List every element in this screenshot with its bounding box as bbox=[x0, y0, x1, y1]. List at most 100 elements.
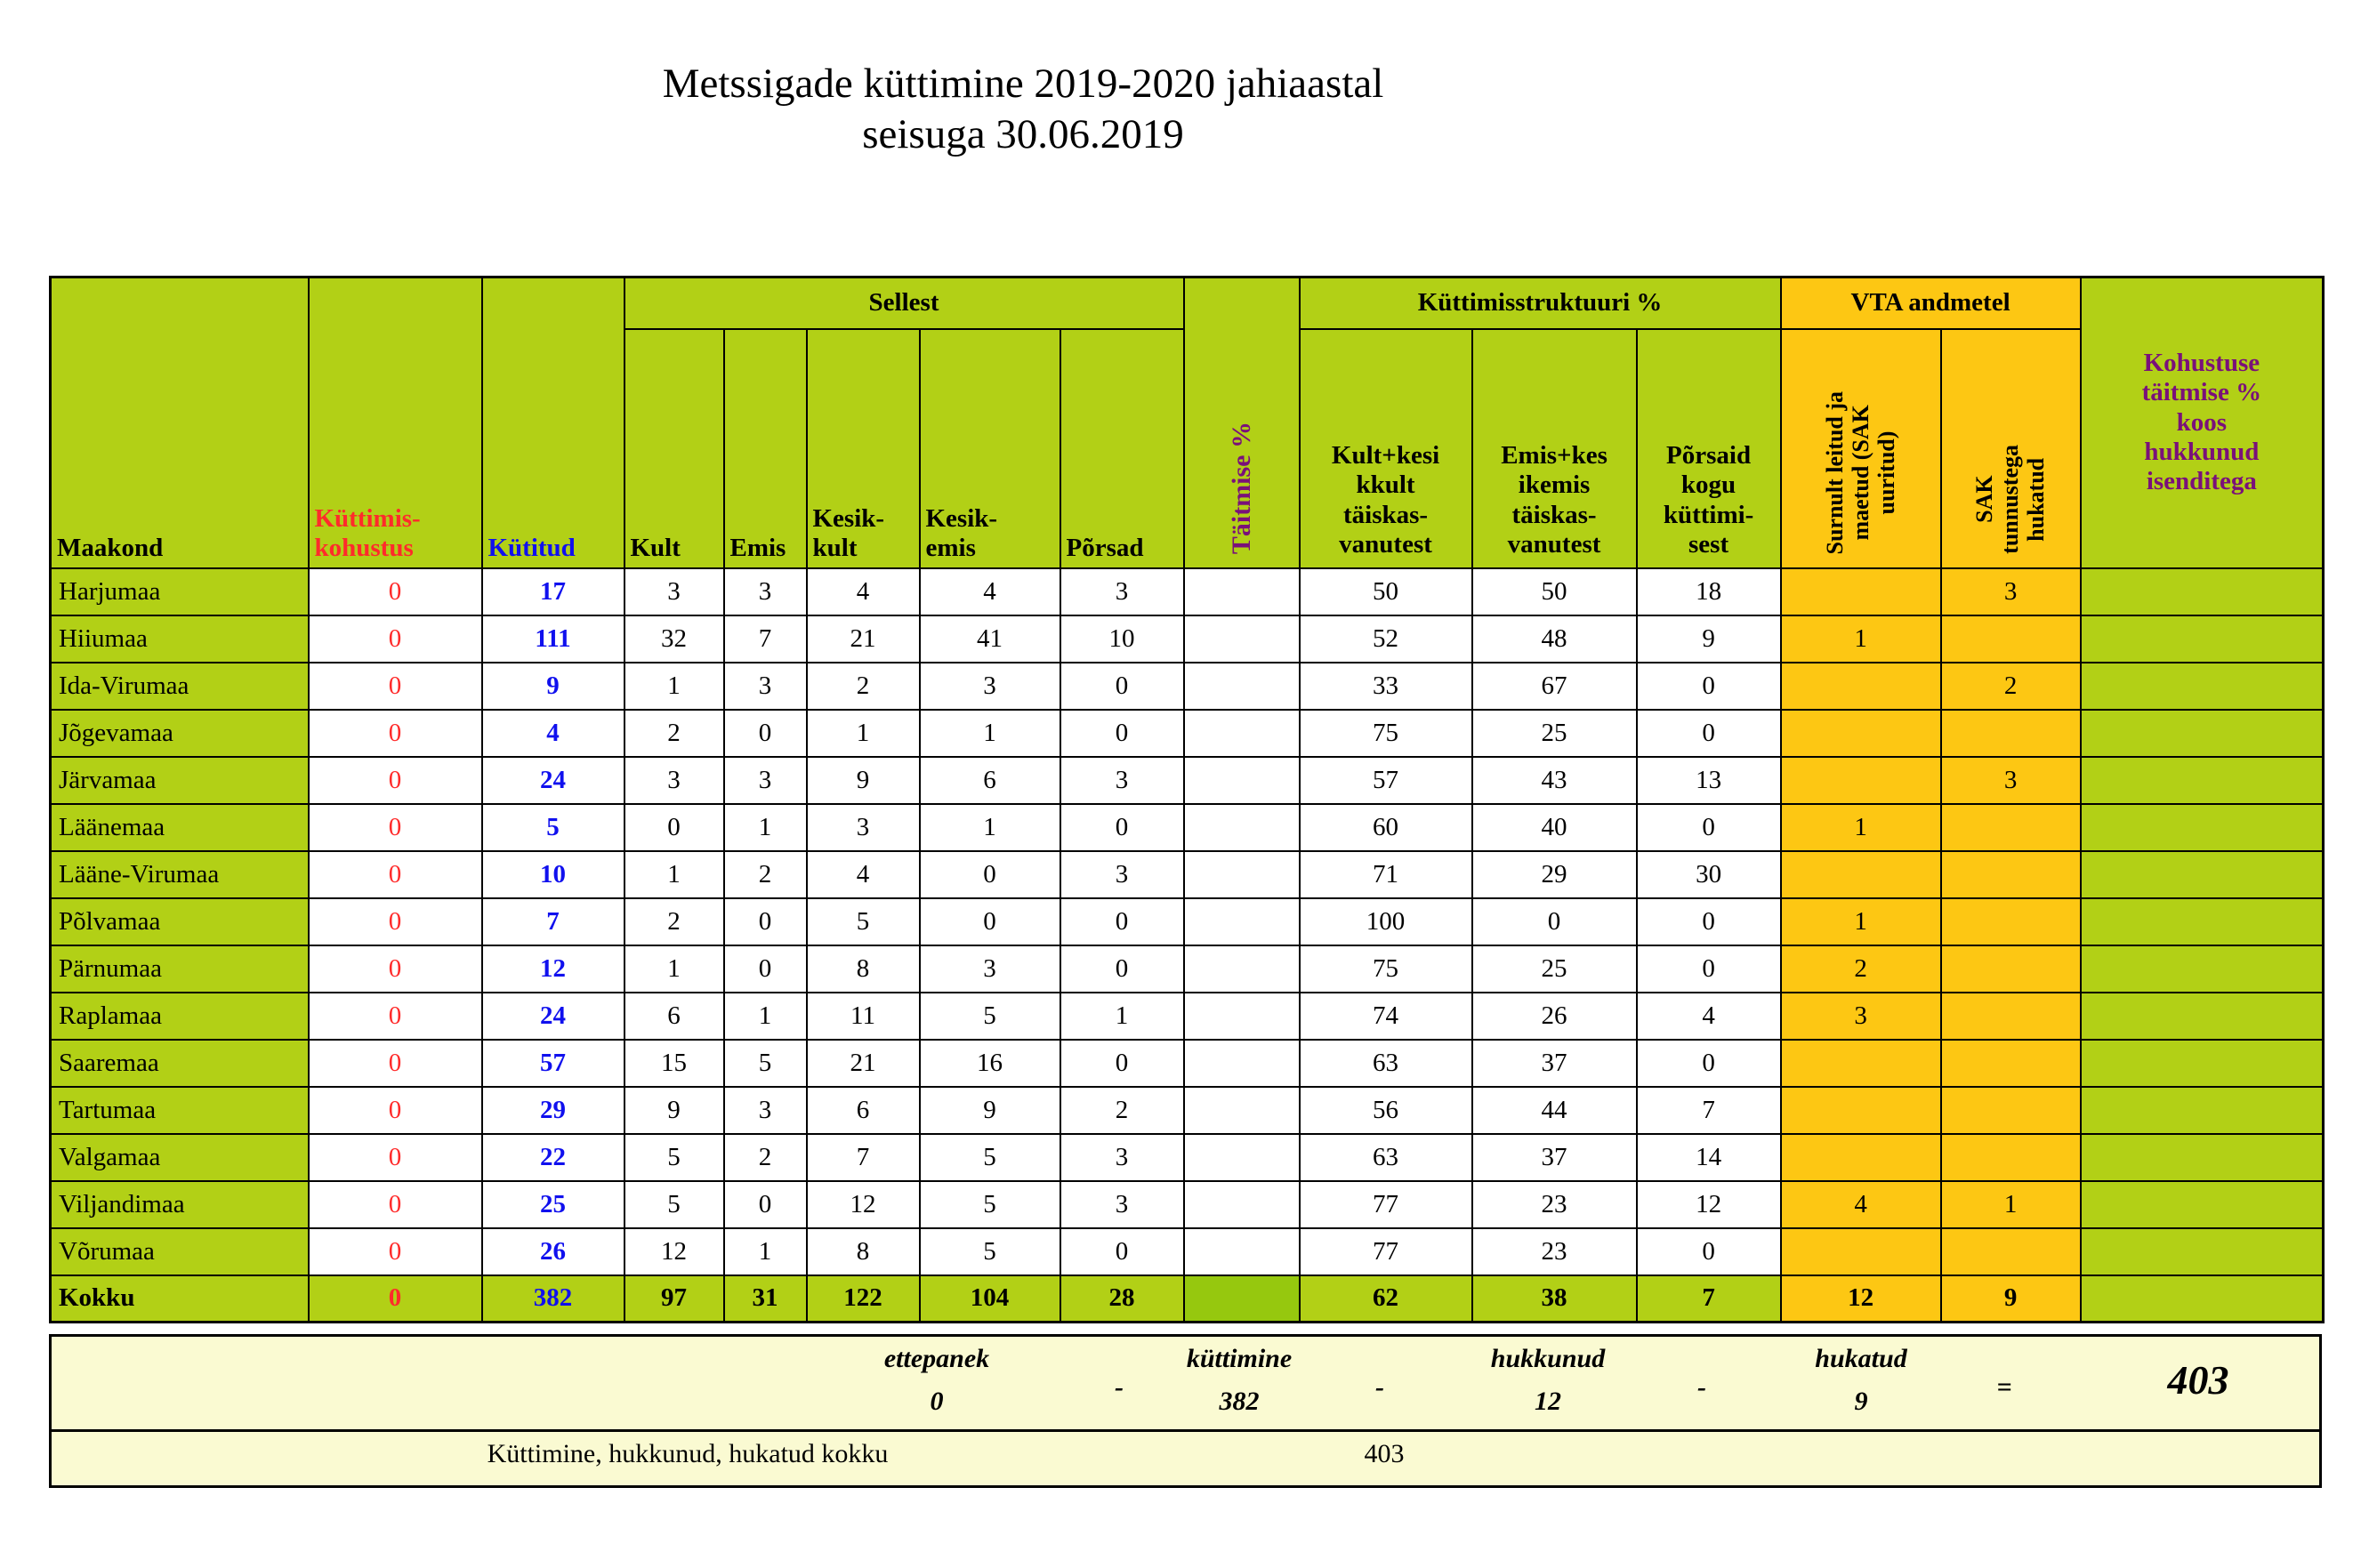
cell-porsaid-pct: 4 bbox=[1635, 991, 1782, 1041]
cell-maakond: Järvamaa bbox=[49, 755, 310, 805]
taitmise-rotated-label: Täitmise % bbox=[1226, 422, 1256, 555]
cell-kuttimiskohustus: 0 bbox=[307, 708, 483, 758]
cell-porsad: 0 bbox=[1059, 1038, 1185, 1088]
cell-emis: 0 bbox=[722, 708, 808, 758]
cell-maakond: Lääne-Virumaa bbox=[49, 849, 310, 899]
cell-porsad: 3 bbox=[1059, 567, 1185, 616]
cell-kult: 1 bbox=[623, 661, 725, 711]
cell-maakond: Raplamaa bbox=[49, 991, 310, 1041]
cell-kutitud: 10 bbox=[480, 849, 625, 899]
cell-kult: 3 bbox=[623, 567, 725, 616]
cell-emis-kesikemis-pct: 67 bbox=[1471, 661, 1638, 711]
cell-surnult-leitud bbox=[1779, 1226, 1942, 1276]
cell-emis-kesikemis-pct: 44 bbox=[1471, 1085, 1638, 1135]
cell-emis: 3 bbox=[722, 755, 808, 805]
cell-kult-kesikkult-pct: 52 bbox=[1298, 614, 1473, 663]
summary-calculation-box: ettepanek 0 - küttimine 382 - hukkunud 1… bbox=[49, 1334, 2322, 1432]
cell-emis: 0 bbox=[722, 944, 808, 993]
cell-kesik-kult: 11 bbox=[805, 991, 921, 1041]
cell-kutitud: 22 bbox=[480, 1132, 625, 1182]
cell-kuttimiskohustus: 0 bbox=[307, 661, 483, 711]
cell-emis-kesikemis-pct: 23 bbox=[1471, 1226, 1638, 1276]
cell-porsaid-pct: 7 bbox=[1635, 1274, 1782, 1323]
cell-maakond: Kokku bbox=[49, 1274, 310, 1323]
cell-kesik-emis: 16 bbox=[918, 1038, 1061, 1088]
cell-emis-kesikemis-pct: 43 bbox=[1471, 755, 1638, 805]
header-group-kuttimisstruktuur: Küttimisstruktuuri % bbox=[1298, 276, 1782, 330]
sak-hukatud-rotated-label: SAK tunnustega hukatud bbox=[1971, 445, 2050, 555]
cell-porsad: 0 bbox=[1059, 708, 1185, 758]
summary-label-ettepanek: ettepanek bbox=[883, 1344, 990, 1373]
cell-maakond: Pärnumaa bbox=[49, 944, 310, 993]
cell-kohustuse-taitmise bbox=[2079, 1274, 2325, 1323]
cell-emis-kesikemis-pct: 23 bbox=[1471, 1179, 1638, 1229]
cell-kohustuse-taitmise bbox=[2079, 1132, 2325, 1182]
cell-kult: 5 bbox=[623, 1179, 725, 1229]
cell-kult-kesikkult-pct: 63 bbox=[1298, 1038, 1473, 1088]
cell-porsad: 2 bbox=[1059, 1085, 1185, 1135]
cell-emis-kesikemis-pct: 0 bbox=[1471, 897, 1638, 946]
cell-kult-kesikkult-pct: 57 bbox=[1298, 755, 1473, 805]
cell-kuttimiskohustus: 0 bbox=[307, 567, 483, 616]
cell-kohustuse-taitmise bbox=[2079, 1085, 2325, 1135]
cell-kutitud: 111 bbox=[480, 614, 625, 663]
table-row: Valgamaa 0 22 5 2 7 5 3 63 37 14 bbox=[49, 1132, 2325, 1182]
cell-maakond: Viljandimaa bbox=[49, 1179, 310, 1229]
cell-kesik-kult: 6 bbox=[805, 1085, 921, 1135]
table-row: Jõgevamaa 0 4 2 0 1 1 0 75 25 0 bbox=[49, 708, 2325, 758]
cell-kuttimiskohustus: 0 bbox=[307, 1038, 483, 1088]
cell-taitmise-pct bbox=[1182, 897, 1301, 946]
header-surnult-leitud: Surnult leitud ja maetud (SAK uuritud) bbox=[1779, 327, 1942, 569]
cell-kuttimiskohustus: 0 bbox=[307, 1226, 483, 1276]
cell-kesik-kult: 5 bbox=[805, 897, 921, 946]
table-row-total: Kokku 0 382 97 31 122 104 28 62 38 7 12 9 bbox=[49, 1274, 2325, 1323]
cell-kuttimiskohustus: 0 bbox=[307, 897, 483, 946]
cell-surnult-leitud: 1 bbox=[1779, 614, 1942, 663]
cell-kesik-emis: 3 bbox=[918, 661, 1061, 711]
cell-maakond: Valgamaa bbox=[49, 1132, 310, 1182]
minus-sign: - bbox=[1375, 1372, 1384, 1402]
cell-taitmise-pct bbox=[1182, 1226, 1301, 1276]
cell-surnult-leitud: 3 bbox=[1779, 991, 1942, 1041]
cell-porsaid-pct: 7 bbox=[1635, 1085, 1782, 1135]
cell-kutitud: 4 bbox=[480, 708, 625, 758]
cell-kesik-kult: 8 bbox=[805, 944, 921, 993]
cell-kult: 5 bbox=[623, 1132, 725, 1182]
cell-kult-kesikkult-pct: 50 bbox=[1298, 567, 1473, 616]
cell-kesik-kult: 4 bbox=[805, 567, 921, 616]
cell-porsaid-pct: 0 bbox=[1635, 1226, 1782, 1276]
table-row: Võrumaa 0 26 12 1 8 5 0 77 23 0 bbox=[49, 1226, 2325, 1276]
cell-porsaid-pct: 0 bbox=[1635, 708, 1782, 758]
cell-kult: 9 bbox=[623, 1085, 725, 1135]
cell-porsad: 0 bbox=[1059, 1226, 1185, 1276]
cell-maakond: Võrumaa bbox=[49, 1226, 310, 1276]
table-row: Viljandimaa 0 25 5 0 12 5 3 77 23 12 4 1 bbox=[49, 1179, 2325, 1229]
table-row: Pärnumaa 0 12 1 0 8 3 0 75 25 0 2 bbox=[49, 944, 2325, 993]
cell-sak-hukatud bbox=[1939, 1085, 2082, 1135]
cell-kult: 3 bbox=[623, 755, 725, 805]
summary-value-hukatud: 9 bbox=[1854, 1387, 1868, 1416]
cell-taitmise-pct bbox=[1182, 755, 1301, 805]
cell-maakond: Tartumaa bbox=[49, 1085, 310, 1135]
cell-taitmise-pct bbox=[1182, 1085, 1301, 1135]
cell-porsad: 10 bbox=[1059, 614, 1185, 663]
cell-surnult-leitud bbox=[1779, 708, 1942, 758]
header-kult-taiskasvanutest: Kult+kesi kkult täiskas- vanutest bbox=[1298, 327, 1473, 569]
cell-taitmise-pct bbox=[1182, 614, 1301, 663]
cell-kuttimiskohustus: 0 bbox=[307, 944, 483, 993]
summary-total-box: Küttimine, hukkunud, hukatud kokku 403 bbox=[49, 1429, 2322, 1488]
table-row: Järvamaa 0 24 3 3 9 6 3 57 43 13 3 bbox=[49, 755, 2325, 805]
cell-kesik-kult: 4 bbox=[805, 849, 921, 899]
cell-kohustuse-taitmise bbox=[2079, 1038, 2325, 1088]
header-kohustuse-taitmise: Kohustuse täitmise % koos hukkunud isend… bbox=[2079, 276, 2325, 569]
header-maakond: Maakond bbox=[49, 276, 310, 569]
cell-sak-hukatud bbox=[1939, 1226, 2082, 1276]
cell-taitmise-pct bbox=[1182, 567, 1301, 616]
cell-kesik-emis: 3 bbox=[918, 944, 1061, 993]
cell-emis-kesikemis-pct: 25 bbox=[1471, 708, 1638, 758]
cell-porsad: 0 bbox=[1059, 802, 1185, 852]
cell-porsad: 3 bbox=[1059, 1132, 1185, 1182]
summary-label-hukatud: hukatud bbox=[1815, 1344, 1907, 1373]
cell-maakond: Jõgevamaa bbox=[49, 708, 310, 758]
cell-kutitud: 17 bbox=[480, 567, 625, 616]
